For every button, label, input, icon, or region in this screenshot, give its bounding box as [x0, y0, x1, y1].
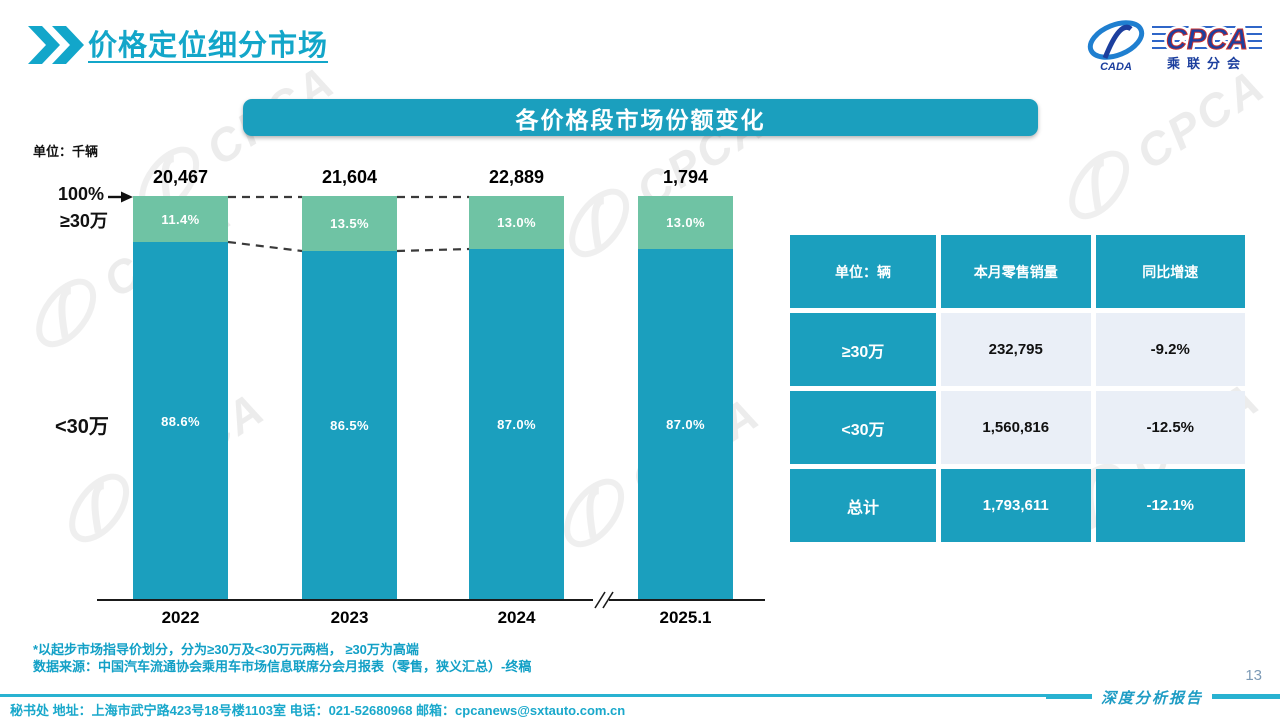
sales-table: 单位：辆 本月零售销量 同比增速 ≥30万 232,795 -9.2% <30万… [790, 235, 1245, 542]
chart-unit-label: 单位：千辆 [33, 144, 99, 159]
x-axis-label: 2024 [497, 608, 536, 627]
report-line-left [1045, 696, 1092, 699]
report-label: 深度分析报告 [1091, 687, 1212, 708]
double-chevron-icon [28, 26, 84, 64]
table-row-label: ≥30万 [790, 313, 936, 386]
bar-segment-low: 88.6% [133, 242, 228, 600]
cpca-logo-subtitle: 乘联分会 [1166, 56, 1247, 71]
legend-low-segment-label: <30万 [55, 416, 109, 438]
y-axis-100-label: 100% [57, 184, 104, 204]
footnotes: *以起步市场指导价划分，分为≥30万及<30万元两档， ≥30万为高端 数据来源… [33, 641, 531, 675]
footnote-line2: 数据来源：中国汽车流通协会乘用车市场信息联席分会月报表（零售，狭义汇总）-终稿 [33, 659, 532, 674]
bar-segment-low: 87.0% [469, 249, 564, 600]
bar-total-label: 22,889 [488, 167, 545, 187]
table-header-sales: 本月零售销量 [941, 235, 1091, 308]
cpca-wordmark: CPCA CPCA [1152, 21, 1262, 56]
table-row-yoy: -9.2% [1095, 313, 1245, 386]
table-row-sales: 232,795 [941, 313, 1091, 386]
table-header-yoy: 同比增速 [1095, 235, 1245, 308]
cpca-wordmark-text: CPCA [1166, 24, 1248, 56]
x-axis-label: 2022 [161, 608, 200, 627]
table-row-yoy: -12.5% [1095, 391, 1245, 464]
cpca-emblem-text: CADA [1100, 61, 1132, 73]
cpca-logo: CADA CPCA CPCA 乘联分会 [1084, 16, 1262, 74]
bar-total-label: 1,794 [662, 167, 709, 187]
bar-segment-high: 13.0% [638, 196, 733, 249]
legend-high-segment-label: ≥30万 [60, 211, 108, 231]
bar-segment-low: 86.5% [302, 251, 397, 600]
bar-segment-high: 13.0% [469, 196, 564, 249]
cpca-logo-text-block: CPCA CPCA 乘联分会 [1152, 20, 1262, 70]
page-number: 13 [1245, 667, 1262, 684]
chart-title-banner: 各价格段市场份额变化 [243, 99, 1038, 136]
bar-segment-low: 87.0% [638, 249, 733, 600]
bar-segment-high: 11.4% [133, 196, 228, 242]
table-row-sales: 1,560,816 [941, 391, 1091, 464]
bar-total-label: 20,467 [152, 167, 209, 187]
footer-divider [0, 694, 1280, 697]
table-total-yoy: -12.1% [1095, 469, 1245, 542]
cpca-emblem-icon: CADA [1087, 20, 1145, 73]
table-row-label: <30万 [790, 391, 936, 464]
table-total-label: 总计 [790, 469, 936, 542]
bar-segment-high: 13.5% [302, 196, 397, 251]
report-label-block: 深度分析报告 [1045, 687, 1280, 708]
bar-total-label: 21,604 [321, 167, 378, 187]
cpca-wordmark-halo: CPCA [1166, 24, 1248, 56]
page-title: 价格定位细分市场 [88, 30, 329, 62]
footer-contact-text: 秘书处 地址：上海市武宁路423号18号楼1103室 电话：021-526809… [10, 703, 626, 718]
x-axis-label: 2023 [330, 608, 369, 627]
table-header-unit: 单位：辆 [790, 235, 936, 308]
report-line-right [1212, 696, 1280, 699]
x-axis-label: 2025.1 [659, 608, 712, 627]
table-total-sales: 1,793,611 [941, 469, 1091, 542]
footnote-line1: *以起步市场指导价划分，分为≥30万及<30万元两档， ≥30万为高端 [33, 642, 419, 657]
